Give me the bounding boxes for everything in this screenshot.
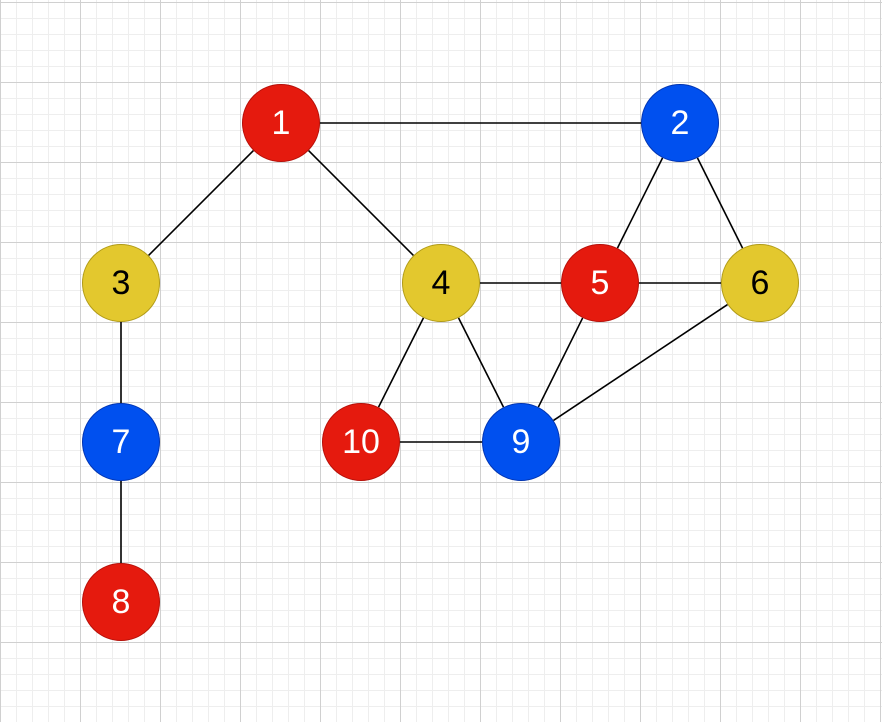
node-9-label: 9 [511,423,531,461]
edge-4-9 [457,317,505,408]
node-9[interactable]: 9 [482,403,560,481]
node-5-label: 5 [590,264,610,302]
node-10[interactable]: 10 [322,403,400,481]
node-3[interactable]: 3 [82,244,160,322]
node-8-label: 8 [111,583,131,621]
node-2[interactable]: 2 [641,84,719,162]
node-10-label: 10 [342,423,380,461]
edge-2-5 [616,157,664,249]
node-2-label: 2 [670,104,690,142]
edge-1-3 [148,150,254,256]
node-6[interactable]: 6 [721,244,799,322]
edge-2-6 [696,157,744,249]
edge-1-4 [308,150,414,256]
edge-6-9 [553,303,728,422]
node-7-label: 7 [111,423,131,461]
edge-5-9 [537,317,584,408]
node-6-label: 6 [750,264,770,302]
node-4-label: 4 [431,264,451,302]
edge-4-10 [377,317,425,408]
node-3-label: 3 [111,264,131,302]
node-7[interactable]: 7 [82,403,160,481]
node-5[interactable]: 5 [561,244,639,322]
node-1[interactable]: 1 [242,84,320,162]
node-1-label: 1 [271,104,291,142]
node-4[interactable]: 4 [402,244,480,322]
node-8[interactable]: 8 [82,563,160,641]
